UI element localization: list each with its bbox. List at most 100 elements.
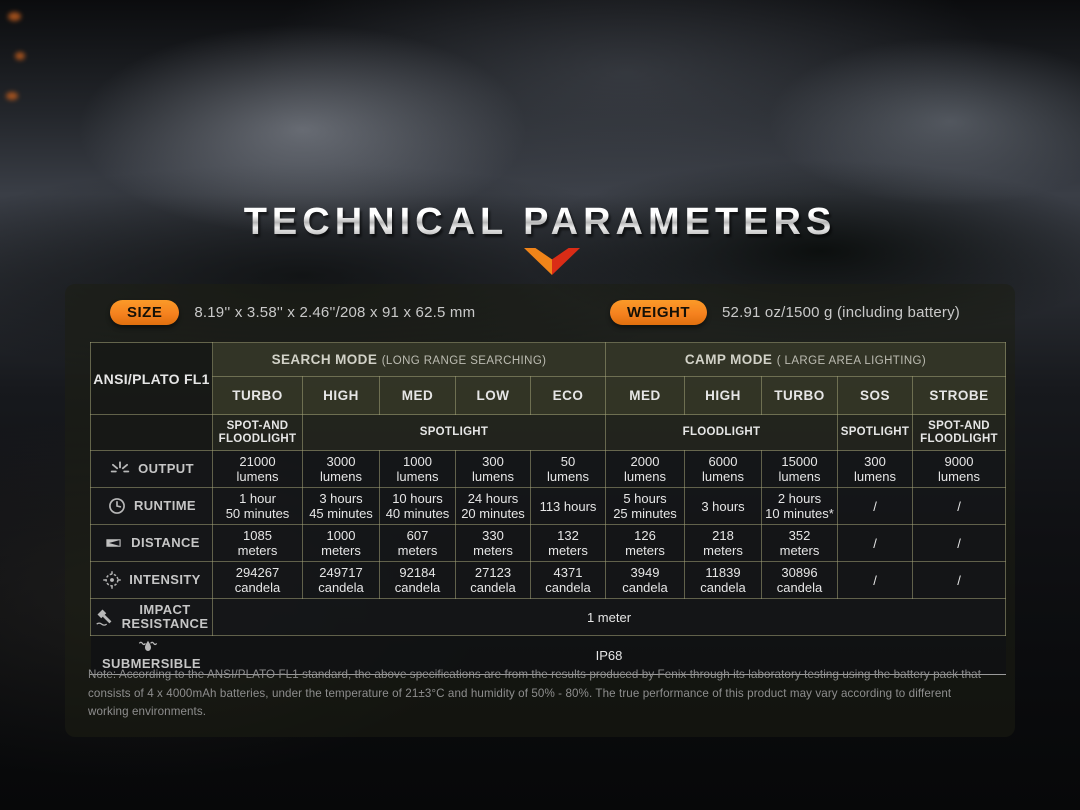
beam-spotlight-2: SPOTLIGHT [837,414,913,451]
beam-spot-and-flood-1: SPOT-AND FLOODLIGHT [212,414,303,451]
cell-runtime-high: 3 hours 45 minutes [302,487,380,525]
cell-intensity-med: 92184 candela [379,561,456,599]
row-label-runtime: RUNTIME [90,487,213,525]
cell-output-turbo-camp: 15000 lumens [761,450,838,488]
cell-runtime-eco: 113 hours [530,487,606,525]
row-label-distance: DISTANCE [90,524,213,562]
cell-distance-high-camp: 218 meters [684,524,762,562]
blurred-speck [8,12,21,21]
cell-runtime-sos: / [837,487,913,525]
mode-header-low: LOW [455,376,531,415]
weight-badge: WEIGHT [610,300,707,325]
search-mode-sub: (LONG RANGE SEARCHING) [381,354,547,367]
mode-header-turbo-camp: TURBO [761,376,838,415]
impact-icon [95,607,115,627]
search-mode-header: SEARCH MODE (LONG RANGE SEARCHING) [212,342,606,377]
cell-runtime-med: 10 hours 40 minutes [379,487,456,525]
cell-intensity-high: 249717 candela [302,561,380,599]
cell-distance-sos: / [837,524,913,562]
mode-header-turbo: TURBO [212,376,303,415]
cell-distance-med: 607 meters [379,524,456,562]
cell-distance-low: 330 meters [455,524,531,562]
standard-label: ANSI/PLATO FL1 [90,342,213,415]
camp-mode-name: CAMP MODE [684,351,773,367]
mode-group-row: ANSI/PLATO FL1 SEARCH MODE (LONG RANGE S… [90,342,1007,415]
cell-output-med: 1000 lumens [379,450,456,488]
blurred-speck [6,92,18,100]
runtime-icon [107,496,127,516]
cell-distance-med-camp: 126 meters [605,524,685,562]
row-label-intensity: INTENSITY [90,561,213,599]
output-icon [109,459,131,479]
beam-type-row: SPOT-AND FLOODLIGHT SPOTLIGHT FLOODLIGHT… [90,414,1007,451]
beam-spot-and-flood-2: SPOT-AND FLOODLIGHT [911,414,1007,451]
cell-intensity-turbo-camp: 30896 candela [761,561,838,599]
cell-runtime-turbo-camp: 2 hours 10 minutes* [761,487,838,525]
cell-output-sos: 300 lumens [837,450,913,488]
chevron-down-icon [524,248,580,280]
row-label-output: OUTPUT [90,450,213,488]
weight-value: 52.91 oz/1500 g (including battery) [722,304,960,321]
cell-distance-turbo-camp: 352 meters [761,524,838,562]
parameters-table: ANSI/PLATO FL1 SEARCH MODE (LONG RANGE S… [90,342,1007,676]
mode-header-high-camp: HIGH [684,376,762,415]
cell-intensity-sos: / [837,561,913,599]
mode-header-strobe: STROBE [911,376,1007,415]
row-label-impact-resistance: IMPACT RESISTANCE [90,598,213,636]
weight-spec: WEIGHT 52.91 oz/1500 g (including batter… [610,300,960,325]
intensity-icon [102,570,122,590]
cell-distance-strobe: / [911,524,1007,562]
size-spec: SIZE 8.19'' x 3.58'' x 2.46''/208 x 91 x… [110,300,475,325]
cell-output-high-camp: 6000 lumens [684,450,762,488]
beam-spotlight-1: SPOTLIGHT [302,414,606,451]
cell-output-turbo: 21000 lumens [212,450,303,488]
search-mode-name: SEARCH MODE [271,351,378,367]
mode-header-med: MED [379,376,456,415]
mode-header-eco: ECO [530,376,606,415]
cell-intensity-low: 27123 candela [455,561,531,599]
runtime-row: RUNTIME 1 hour 50 minutes 3 hours 45 min… [90,487,1007,525]
footnote: Note: According to the ANSI/PLATO FL1 st… [88,668,982,718]
mode-header-high: HIGH [302,376,380,415]
submersible-icon [137,637,159,655]
cell-output-low: 300 lumens [455,450,531,488]
cell-output-high: 3000 lumens [302,450,380,488]
page-title: TECHNICAL PARAMETERS [0,201,1080,244]
cell-output-eco: 50 lumens [530,450,606,488]
cell-runtime-strobe: / [911,487,1007,525]
cell-intensity-med-camp: 3949 candela [605,561,685,599]
cell-output-med-camp: 2000 lumens [605,450,685,488]
blurred-speck [15,52,25,60]
specs-row: SIZE 8.19'' x 3.58'' x 2.46''/208 x 91 x… [65,300,1015,330]
cell-distance-high: 1000 meters [302,524,380,562]
cell-runtime-med-camp: 5 hours 25 minutes [605,487,685,525]
cell-submersible: IP68 [212,634,1006,676]
cell-distance-eco: 132 meters [530,524,606,562]
output-row: OUTPUT 21000 lumens 3000 lumens 1000 lum… [90,450,1007,488]
camp-mode-header: CAMP MODE ( LARGE AREA LIGHTING) [604,342,1007,377]
camp-mode-sub: ( LARGE AREA LIGHTING) [776,354,927,367]
submersible-row: SUBMERSIBLE IP68 [90,634,1006,676]
impact-resistance-row: IMPACT RESISTANCE 1 meter [90,598,1007,636]
cell-runtime-low: 24 hours 20 minutes [455,487,531,525]
cell-intensity-high-camp: 11839 candela [684,561,762,599]
cell-runtime-high-camp: 3 hours [684,487,762,525]
distance-icon [103,534,124,552]
spec-panel: SIZE 8.19'' x 3.58'' x 2.46''/208 x 91 x… [65,284,1015,737]
distance-row: DISTANCE 1085 meters 1000 meters 607 met… [90,524,1007,562]
intensity-row: INTENSITY 294267 candela 249717 candela … [90,561,1007,599]
mode-header-row: TURBO HIGH MED LOW ECO MED HIGH TURBO SO… [91,376,1007,415]
cell-intensity-eco: 4371 candela [530,561,606,599]
cell-intensity-strobe: / [911,561,1007,599]
cell-intensity-turbo: 294267 candela [212,561,303,599]
size-badge: SIZE [110,300,180,325]
row-label-submersible: SUBMERSIBLE [90,634,213,676]
size-value: 8.19'' x 3.58'' x 2.46''/208 x 91 x 62.5… [194,304,476,321]
beam-corner-empty [90,414,213,451]
beam-floodlight: FLOODLIGHT [605,414,838,451]
mode-header-sos: SOS [837,376,913,415]
cell-impact-resistance: 1 meter [211,598,1007,636]
cell-distance-turbo: 1085 meters [212,524,303,562]
cell-output-strobe: 9000 lumens [911,450,1007,488]
